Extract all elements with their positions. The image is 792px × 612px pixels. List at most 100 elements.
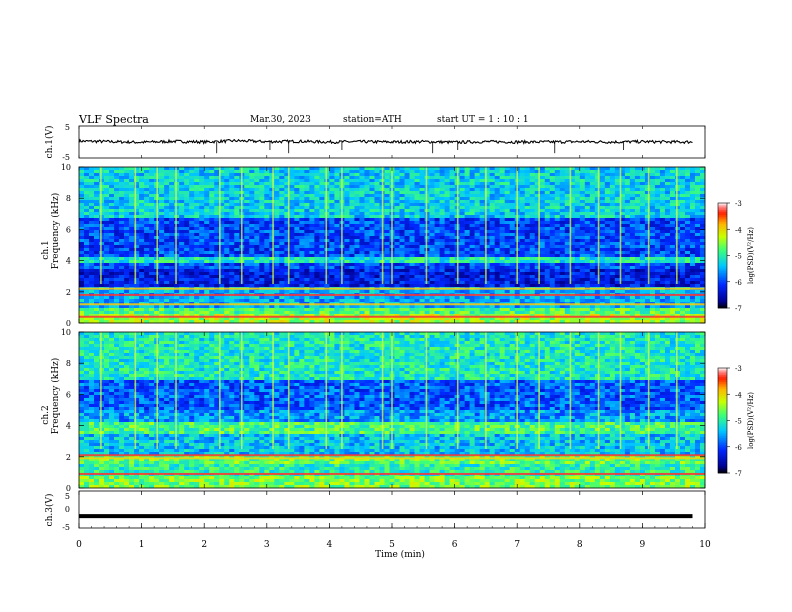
spectrogram-cell (84, 257, 90, 261)
spectrogram-cell (134, 215, 140, 219)
spectrogram-cell (89, 188, 95, 192)
spectrogram-cell (529, 173, 536, 177)
spectrogram-cell (184, 233, 190, 237)
spectrogram-cell (519, 230, 526, 234)
spectrogram-cell (114, 275, 120, 279)
spectrogram-cell (524, 269, 531, 273)
spectrogram-cell (79, 173, 85, 177)
spectrogram-cell (149, 194, 155, 198)
spectrogram-cell (234, 260, 240, 264)
spectrogram-cell (94, 266, 100, 270)
spectrogram-cell (79, 176, 85, 180)
spectrogram-cell (139, 281, 145, 285)
spectrogram-cell (369, 284, 375, 288)
spectrogram-cell (434, 242, 440, 246)
spectrogram-cell (694, 221, 701, 225)
spectrogram-cell (409, 254, 415, 258)
spectrogram-cell (119, 182, 125, 186)
spectrogram-cell (354, 230, 360, 234)
spectrogram-cell (464, 239, 470, 243)
spectrogram-cell (334, 269, 340, 273)
spectrogram-cell (599, 248, 606, 252)
spectrogram-cell (249, 275, 255, 279)
spectrogram-cell (664, 281, 671, 285)
spectrogram-cell (664, 209, 671, 213)
spectrogram-cell (494, 248, 500, 252)
spectrogram-cell (594, 185, 601, 189)
spectrogram-cell (584, 242, 591, 246)
spectrogram-cell (624, 239, 631, 243)
spectrogram-cell (504, 197, 510, 201)
spectrogram-cell (429, 194, 435, 198)
spectrogram-cell (179, 284, 185, 288)
spectrogram-cell (299, 227, 305, 231)
spectrogram-cell (549, 269, 556, 273)
spectrogram-cell (459, 233, 465, 237)
spectrogram-cell (149, 272, 155, 276)
spectrogram-cell (549, 200, 556, 204)
spectrogram-cell (274, 185, 280, 189)
spectrogram-cell (679, 278, 686, 282)
spectrogram-cell (689, 224, 696, 228)
spectrogram-cell (469, 257, 475, 261)
spectrogram-cell (614, 275, 621, 279)
spectrogram-cell (139, 269, 145, 273)
spectrogram-cell (654, 182, 661, 186)
spectrogram-cell (699, 191, 706, 195)
spectrogram-cell (479, 233, 485, 237)
spectrogram-cell (534, 185, 541, 189)
spectrogram-cell (434, 245, 440, 249)
spectrogram-cell (374, 182, 380, 186)
spectrogram-cell (544, 269, 551, 273)
spectrogram-cell (234, 200, 240, 204)
spectrogram-cell (634, 272, 641, 276)
spectrogram-cell (689, 266, 696, 270)
spectrogram-cell (399, 236, 405, 240)
spectrogram-cell (249, 209, 255, 213)
spectrogram-cell (149, 179, 155, 183)
spectrogram-cell (464, 215, 470, 219)
spectrogram-cell (409, 206, 415, 210)
spectrogram-cell (504, 194, 510, 198)
spectrogram-cell (119, 230, 125, 234)
spectrogram-cell (184, 167, 190, 171)
spectrogram-cell (289, 245, 295, 249)
spectrogram-cell (574, 269, 581, 273)
spectrogram-cell (364, 254, 370, 258)
spectrogram-cell (579, 176, 586, 180)
spectrogram-cell (629, 236, 636, 240)
spectrogram-cell (109, 233, 115, 237)
spectrogram-cell (569, 236, 576, 240)
spectrogram-cell (149, 236, 155, 240)
spectrogram-cell (269, 221, 275, 225)
spectrogram-cell (434, 224, 440, 228)
spectrogram-cell (134, 203, 140, 207)
spectrogram-cell (549, 278, 556, 282)
spectrogram-cell (469, 167, 475, 171)
spectrogram-cell (409, 251, 415, 255)
spectrogram-cell (684, 203, 691, 207)
spectrogram-cell (84, 245, 90, 249)
spectrogram-cell (549, 206, 556, 210)
spectrogram-cell (394, 233, 400, 237)
spectrogram-cell (419, 170, 425, 174)
spectrogram-cell (204, 218, 210, 222)
spectrogram-cell (574, 260, 581, 264)
spectrogram-cell (434, 284, 440, 288)
spectrogram-cell (264, 209, 270, 213)
spectrogram-cell (439, 230, 445, 234)
spectrogram-cell (359, 263, 365, 267)
spectrogram-cell (354, 245, 360, 249)
spectrogram-cell (479, 185, 485, 189)
spectrogram-cell (214, 245, 220, 249)
spectrogram-cell (549, 275, 556, 279)
spectrogram-cell (134, 269, 140, 273)
spectrogram-cell (159, 281, 165, 285)
spectrogram-cell (209, 188, 215, 192)
spectrogram-cell (409, 194, 415, 198)
spectrogram-cell (139, 197, 145, 201)
spectrogram-cell (554, 251, 561, 255)
spectrogram-cell (119, 200, 125, 204)
spectrogram-cell (359, 197, 365, 201)
spectrogram-cell (469, 266, 475, 270)
